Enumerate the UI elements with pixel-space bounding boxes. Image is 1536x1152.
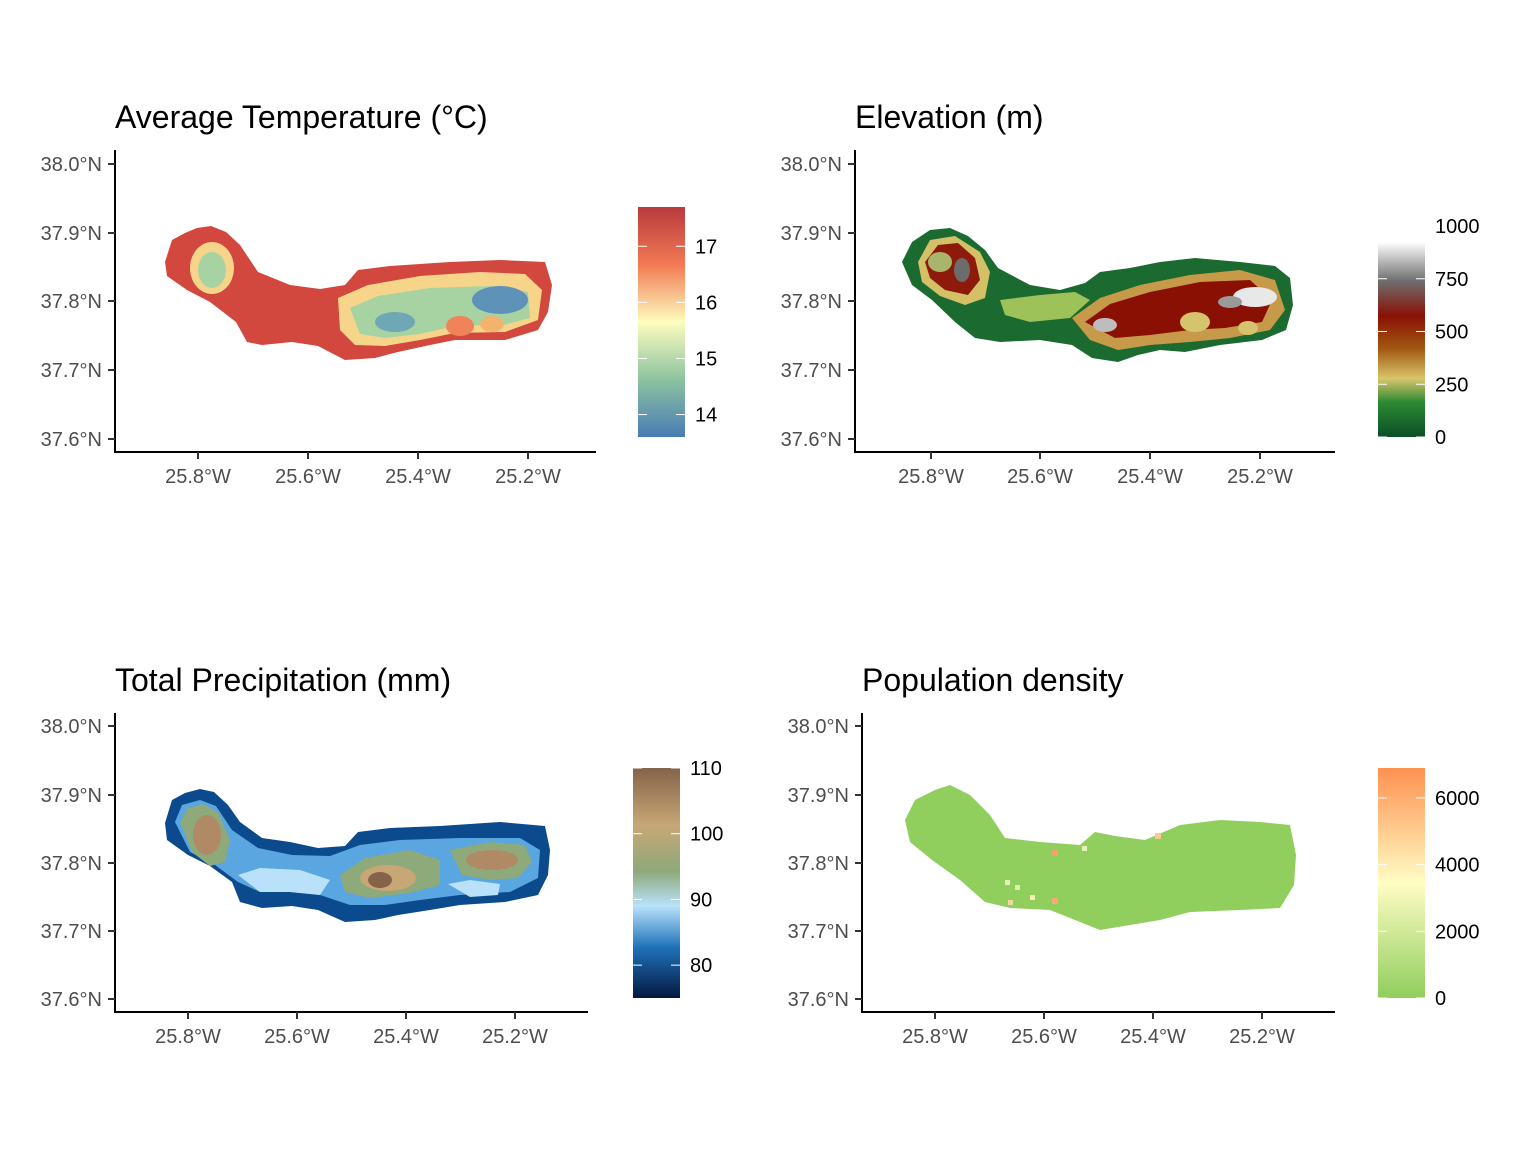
y-tick-label: 38.0°N [788, 716, 849, 738]
y-tick-label: 37.7°N [41, 921, 102, 943]
x-tick-label: 25.2°W [482, 1026, 548, 1048]
panel-population: Population density 38.0°N 37.9°N 37.8°N … [788, 662, 1480, 1048]
x-tick-label: 25.8°W [155, 1026, 221, 1048]
y-tick-label: 37.8°N [781, 291, 842, 313]
y-axis: 38.0°N 37.9°N 37.8°N 37.7°N 37.6°N [41, 154, 115, 451]
x-tick-label: 25.6°W [1007, 466, 1073, 488]
axis-lines [114, 713, 588, 1013]
y-tick-label: 38.0°N [781, 154, 842, 176]
x-tick-label: 25.2°W [1227, 466, 1293, 488]
x-tick-label: 25.4°W [385, 466, 451, 488]
y-tick-label: 37.9°N [41, 223, 102, 245]
x-tick-label: 25.8°W [902, 1026, 968, 1048]
y-tick-label: 37.9°N [41, 785, 102, 807]
colorbar [1378, 242, 1425, 437]
legend-tick-label: 0 [1435, 988, 1446, 1010]
x-tick-label: 25.6°W [1011, 1026, 1077, 1048]
x-tick-label: 25.8°W [165, 466, 231, 488]
y-axis: 38.0°N 37.9°N 37.8°N 37.7°N 37.6°N [41, 716, 115, 1011]
axis-lines [861, 713, 1335, 1013]
panel-elevation: Elevation (m) 38.0°N 37.9°N 37.8°N 37.7°… [781, 99, 1480, 488]
y-tick-label: 37.8°N [788, 853, 849, 875]
x-tick-label: 25.2°W [495, 466, 561, 488]
legend-tick-label: 100 [690, 824, 723, 846]
legend-tick-label: 17 [695, 236, 717, 258]
x-axis: 25.8°W 25.6°W 25.4°W 25.2°W [898, 452, 1293, 488]
legend-tick-label: 750 [1435, 269, 1468, 291]
island-map-precipitation [165, 789, 550, 922]
y-tick-label: 37.7°N [41, 360, 102, 382]
legend-tick-label: 6000 [1435, 788, 1480, 810]
x-axis: 25.8°W 25.6°W 25.4°W 25.2°W [165, 452, 561, 488]
axis-lines [854, 150, 1335, 453]
island-map-temperature [165, 226, 552, 360]
legend-tick-label: 90 [690, 889, 712, 911]
colorbar [638, 207, 685, 437]
x-axis: 25.8°W 25.6°W 25.4°W 25.2°W [155, 1012, 548, 1048]
x-tick-label: 25.4°W [373, 1026, 439, 1048]
colorbar [633, 768, 680, 998]
panel-title: Average Temperature (°C) [115, 99, 488, 135]
x-tick-label: 25.2°W [1229, 1026, 1295, 1048]
legend-tick-label: 0 [1435, 427, 1446, 449]
panel-temperature: Average Temperature (°C) 38.0°N 37.9°N 3… [41, 99, 718, 488]
legend-tick-label: 2000 [1435, 921, 1480, 943]
y-tick-label: 37.6°N [41, 429, 102, 451]
panel-title: Total Precipitation (mm) [115, 662, 451, 698]
y-tick-label: 37.9°N [788, 785, 849, 807]
panel-title: Population density [862, 662, 1124, 698]
y-tick-label: 37.6°N [788, 989, 849, 1011]
x-axis: 25.8°W 25.6°W 25.4°W 25.2°W [902, 1012, 1295, 1048]
legend-tick-label: 110 [690, 758, 722, 780]
y-tick-label: 37.8°N [41, 853, 102, 875]
island-map-elevation [902, 228, 1293, 362]
legend-tick-label: 14 [695, 405, 717, 427]
panel-title: Elevation (m) [855, 99, 1044, 135]
legend-tick-label: 80 [690, 955, 712, 977]
legend-population: 6000 4000 2000 0 [1378, 768, 1480, 1010]
island-map-population [905, 785, 1296, 930]
legend-tick-label: 16 [695, 292, 717, 314]
legend-tick-label: 250 [1435, 374, 1468, 396]
y-tick-label: 37.6°N [781, 429, 842, 451]
legend-tick-label: 4000 [1435, 855, 1480, 877]
x-tick-label: 25.6°W [275, 466, 341, 488]
panel-precipitation: Total Precipitation (mm) 38.0°N 37.9°N 3… [41, 662, 724, 1048]
y-tick-label: 38.0°N [41, 716, 102, 738]
axis-lines [114, 150, 596, 453]
x-tick-label: 25.4°W [1120, 1026, 1186, 1048]
x-tick-label: 25.8°W [898, 466, 964, 488]
colorbar [1378, 768, 1425, 998]
y-axis: 38.0°N 37.9°N 37.8°N 37.7°N 37.6°N [788, 716, 862, 1011]
y-tick-label: 37.9°N [781, 223, 842, 245]
y-axis: 38.0°N 37.9°N 37.8°N 37.7°N 37.6°N [781, 154, 855, 451]
y-tick-label: 37.6°N [41, 989, 102, 1011]
y-tick-label: 38.0°N [41, 154, 102, 176]
legend-tick-label: 1000 [1435, 216, 1480, 238]
legend-tick-label: 500 [1435, 322, 1468, 344]
legend-temperature: 17 16 15 14 [638, 207, 717, 437]
legend-tick-label: 15 [695, 348, 717, 370]
legend-precipitation: 110 100 90 80 [633, 758, 723, 998]
legend-elevation: 1000 750 500 250 0 [1378, 216, 1480, 449]
y-tick-label: 37.8°N [41, 291, 102, 313]
y-tick-label: 37.7°N [781, 360, 842, 382]
x-tick-label: 25.4°W [1117, 466, 1183, 488]
y-tick-label: 37.7°N [788, 921, 849, 943]
x-tick-label: 25.6°W [264, 1026, 330, 1048]
